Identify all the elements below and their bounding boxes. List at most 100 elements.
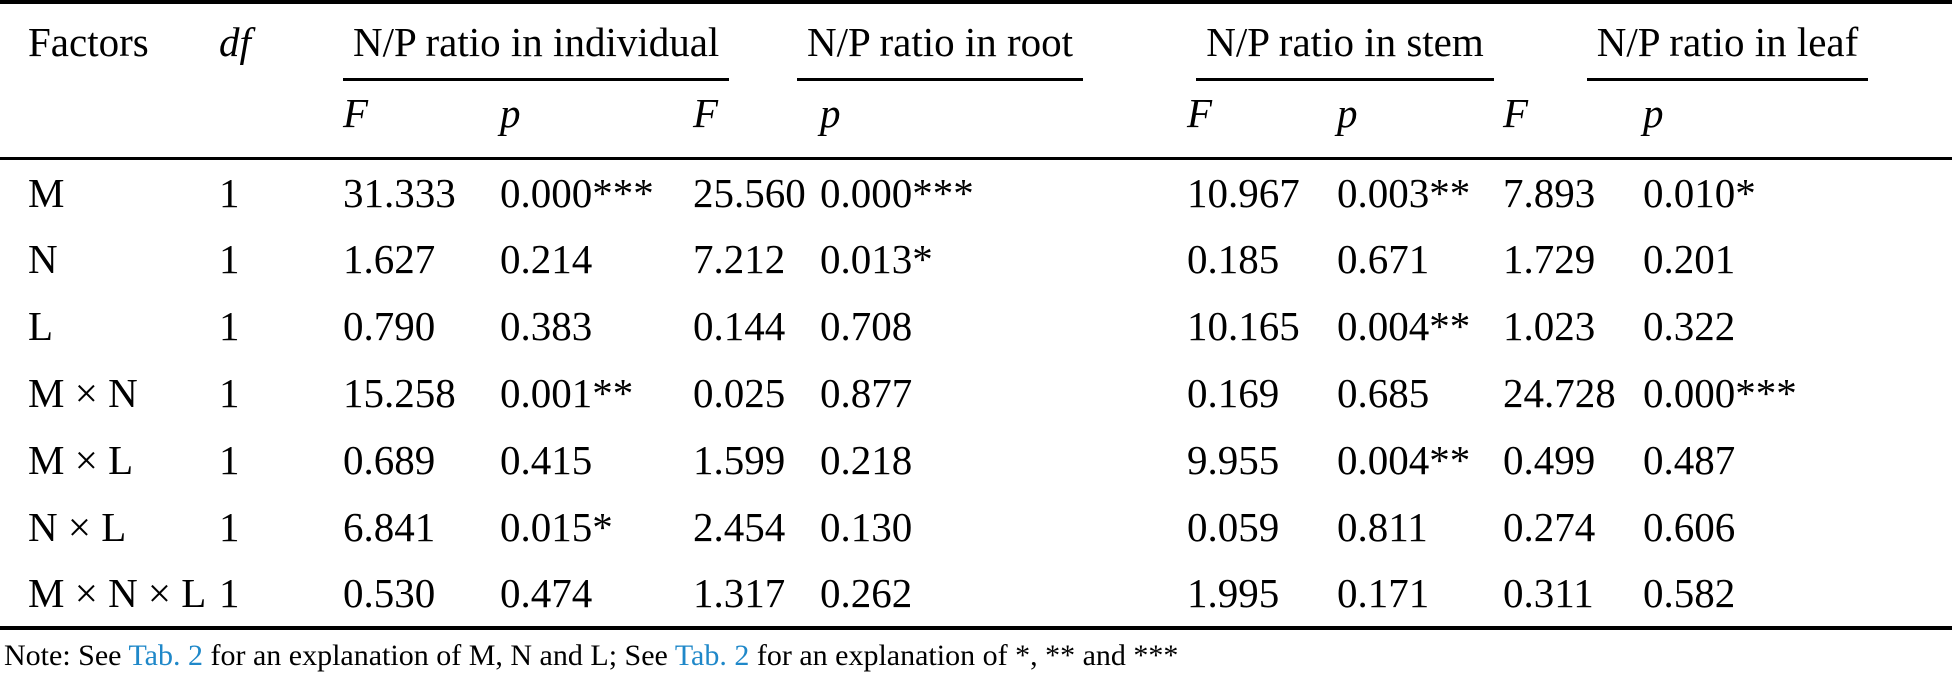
df-value: 1 [215,560,343,630]
table-row: M × N × L 1 0.530 0.474 1.317 0.262 1.995 0.171… [0,560,1952,630]
f-value: 7.893 [1503,169,1596,216]
f-value: 0.499 [1503,437,1596,483]
f-value: 1.599 [693,437,786,483]
f-value: 0.790 [343,303,436,349]
df-value: 1 [219,504,240,550]
table-row: N 1 1.627 0.214 7.212 0.013* 0.185 0.671 1.729 0.… [0,226,1952,293]
column-header-f-individual: F [343,81,500,160]
column-header-f-leaf: F [1503,81,1644,160]
note-text-suffix: for an explanation of *, ** and *** [749,638,1179,672]
group-header-individual: N/P ratio in individual [343,2,730,81]
table-row: N × L 1 6.841 0.015* 2.454 0.130 0.059 0.811 0.2… [0,494,1952,561]
f-value: 1.317 [693,560,821,630]
f-value: 0.144 [693,303,786,349]
p-value: 0.000*** [820,169,974,216]
tab2-link[interactable]: Tab. 2 [128,638,203,672]
f-value: 7.212 [693,236,786,282]
group-header-leaf: N/P ratio in leaf [1503,2,1952,81]
p-value: 0.708 [820,303,913,349]
f-value: 0.689 [343,437,436,483]
column-header-p-stem: p [1337,81,1504,160]
group-header-stem-label: N/P ratio in stem [1196,18,1494,81]
p-value: 0.000*** [500,169,654,216]
group-header-root: N/P ratio in root [693,2,1187,81]
f-value: 25.560 [693,169,806,216]
f-value: 0.530 [343,560,500,630]
group-header-root-label: N/P ratio in root [796,18,1084,81]
column-header-factors: Factors [0,2,215,160]
column-header-p-individual: p [500,81,694,160]
df-value: 1 [219,303,240,349]
table-row: M 1 31.333 0.000*** 25.560 0.000*** 10.967 0.00… [0,159,1952,226]
p-value: 0.001** [500,370,634,416]
p-value: 0.171 [1337,560,1504,630]
p-value: 0.322 [1643,303,1736,349]
df-value: 1 [219,169,240,216]
table-body: M 1 31.333 0.000*** 25.560 0.000*** 10.967 0.00… [0,159,1952,630]
note-text-prefix: Note: See [4,638,129,672]
f-value: 0.185 [1187,236,1280,282]
f-value: 24.728 [1503,370,1616,416]
header-row-sub: F p F p F p F p [0,81,1952,160]
column-header-f-root: F [693,81,821,160]
f-value: 0.169 [1187,370,1280,416]
df-value: 1 [219,370,240,416]
p-value: 0.004** [1337,437,1471,483]
p-value: 0.877 [820,370,913,416]
f-value: 2.454 [693,504,786,550]
p-value: 0.000*** [1643,370,1797,416]
df-value: 1 [219,236,240,282]
p-value: 0.010* [1643,169,1756,216]
factor-label: M × N × L [0,560,215,630]
p-value: 0.218 [820,437,913,483]
p-value: 0.415 [500,437,593,483]
p-value: 0.013* [820,236,933,282]
f-value: 0.311 [1503,560,1644,630]
group-header-stem: N/P ratio in stem [1187,2,1503,81]
factor-label: M × L [28,437,134,483]
p-value: 0.474 [500,560,694,630]
p-value: 0.130 [820,504,913,550]
f-value: 1.023 [1503,303,1596,349]
column-header-f-stem: F [1187,81,1338,160]
p-value: 0.201 [1643,236,1736,282]
p-value: 0.383 [500,303,593,349]
p-value: 0.811 [1337,504,1428,550]
df-value: 1 [219,437,240,483]
factor-label: M [28,169,65,216]
f-value: 0.025 [693,370,786,416]
factor-label: L [28,303,54,349]
column-header-p-root: p [820,81,1188,160]
f-value: 0.059 [1187,504,1280,550]
factor-label: M × N [28,370,138,416]
p-value: 0.015* [500,504,613,550]
anova-table: Factors df N/P ratio in individual N/P r… [0,0,1952,630]
p-value: 0.262 [820,560,1188,630]
f-value: 0.274 [1503,504,1596,550]
p-value: 0.685 [1337,370,1430,416]
header-row-groups: Factors df N/P ratio in individual N/P r… [0,2,1952,160]
p-value: 0.582 [1643,560,1952,630]
table-row: L 1 0.790 0.383 0.144 0.708 10.165 0.004** 1.023… [0,293,1952,360]
f-value: 1.729 [1503,236,1596,282]
factor-label: N [28,236,58,282]
column-header-df: df [215,2,343,160]
f-value: 31.333 [343,169,456,216]
column-header-p-leaf: p [1643,81,1952,160]
p-value: 0.214 [500,236,593,282]
note-text-middle: for an explanation of M, N and L; See [202,638,675,672]
f-value: 10.967 [1187,169,1300,216]
p-value: 0.487 [1643,437,1736,483]
f-value: 1.627 [343,236,436,282]
table-row: M × L 1 0.689 0.415 1.599 0.218 9.955 0.004** 0.… [0,427,1952,494]
group-header-leaf-label: N/P ratio in leaf [1586,18,1869,81]
p-value: 0.671 [1337,236,1430,282]
table-row: M × N 1 15.258 0.001** 0.025 0.877 0.169 0.685 2… [0,360,1952,427]
tab2-link[interactable]: Tab. 2 [674,638,750,672]
p-value: 0.004** [1337,303,1471,349]
f-value: 6.841 [343,504,436,550]
p-value: 0.003** [1337,169,1471,216]
f-value: 10.165 [1187,303,1300,349]
group-header-individual-label: N/P ratio in individual [343,18,730,81]
